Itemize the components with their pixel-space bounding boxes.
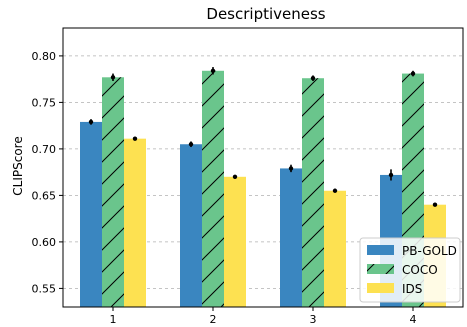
y-axis: 0.55 0.60 0.65 0.70 0.75 0.80 (32, 50, 63, 295)
error-bar-center (388, 172, 394, 178)
legend-label: IDS (402, 282, 422, 296)
y-axis-label: CLIPScore (11, 136, 25, 195)
x-tick-label: 1 (110, 313, 117, 326)
bar-pb-gold (80, 121, 102, 308)
error-bar-center (132, 136, 138, 141)
y-tick-label: 0.60 (32, 236, 57, 249)
x-tick-label: 2 (210, 313, 217, 326)
legend-swatch-hatch (367, 264, 394, 274)
legend-label: PB-GOLD (402, 244, 457, 258)
bars (80, 67, 446, 308)
error-bar-center (332, 188, 338, 193)
legend-label: COCO (402, 263, 438, 277)
plot-frame (62, 27, 464, 308)
error-bar-center (210, 68, 216, 73)
bar-hatch (202, 70, 224, 307)
error-bar-center (110, 75, 116, 80)
y-tick-label: 0.70 (32, 143, 57, 156)
legend: PB-GOLD COCO IDS (359, 237, 461, 303)
y-tick-label: 0.65 (32, 189, 57, 202)
y-tick-label: 0.80 (32, 50, 57, 63)
bar-hatch (302, 78, 324, 307)
error-bar-center (232, 174, 238, 179)
bar-pb-gold (280, 168, 302, 307)
error-bar-center (432, 202, 438, 207)
x-tick-label: 3 (310, 313, 317, 326)
y-tick-label: 0.75 (32, 96, 57, 109)
bar-ids (324, 190, 346, 307)
error-bar-center (310, 76, 316, 81)
y-tick-label: 0.55 (32, 282, 57, 295)
x-axis: 1 2 3 4 (110, 307, 417, 326)
bar-pb-gold (180, 144, 202, 307)
error-bar-center (188, 142, 194, 147)
error-bar-center (88, 119, 94, 125)
bar-hatch (102, 77, 124, 307)
legend-swatch (367, 283, 394, 293)
bar-ids (224, 176, 246, 307)
error-bar-center (288, 166, 294, 171)
error-bar-center (410, 71, 416, 76)
bar-ids (124, 138, 146, 307)
x-tick-label: 4 (410, 313, 417, 326)
chart-title: Descriptiveness (206, 5, 325, 23)
legend-swatch (367, 245, 394, 255)
